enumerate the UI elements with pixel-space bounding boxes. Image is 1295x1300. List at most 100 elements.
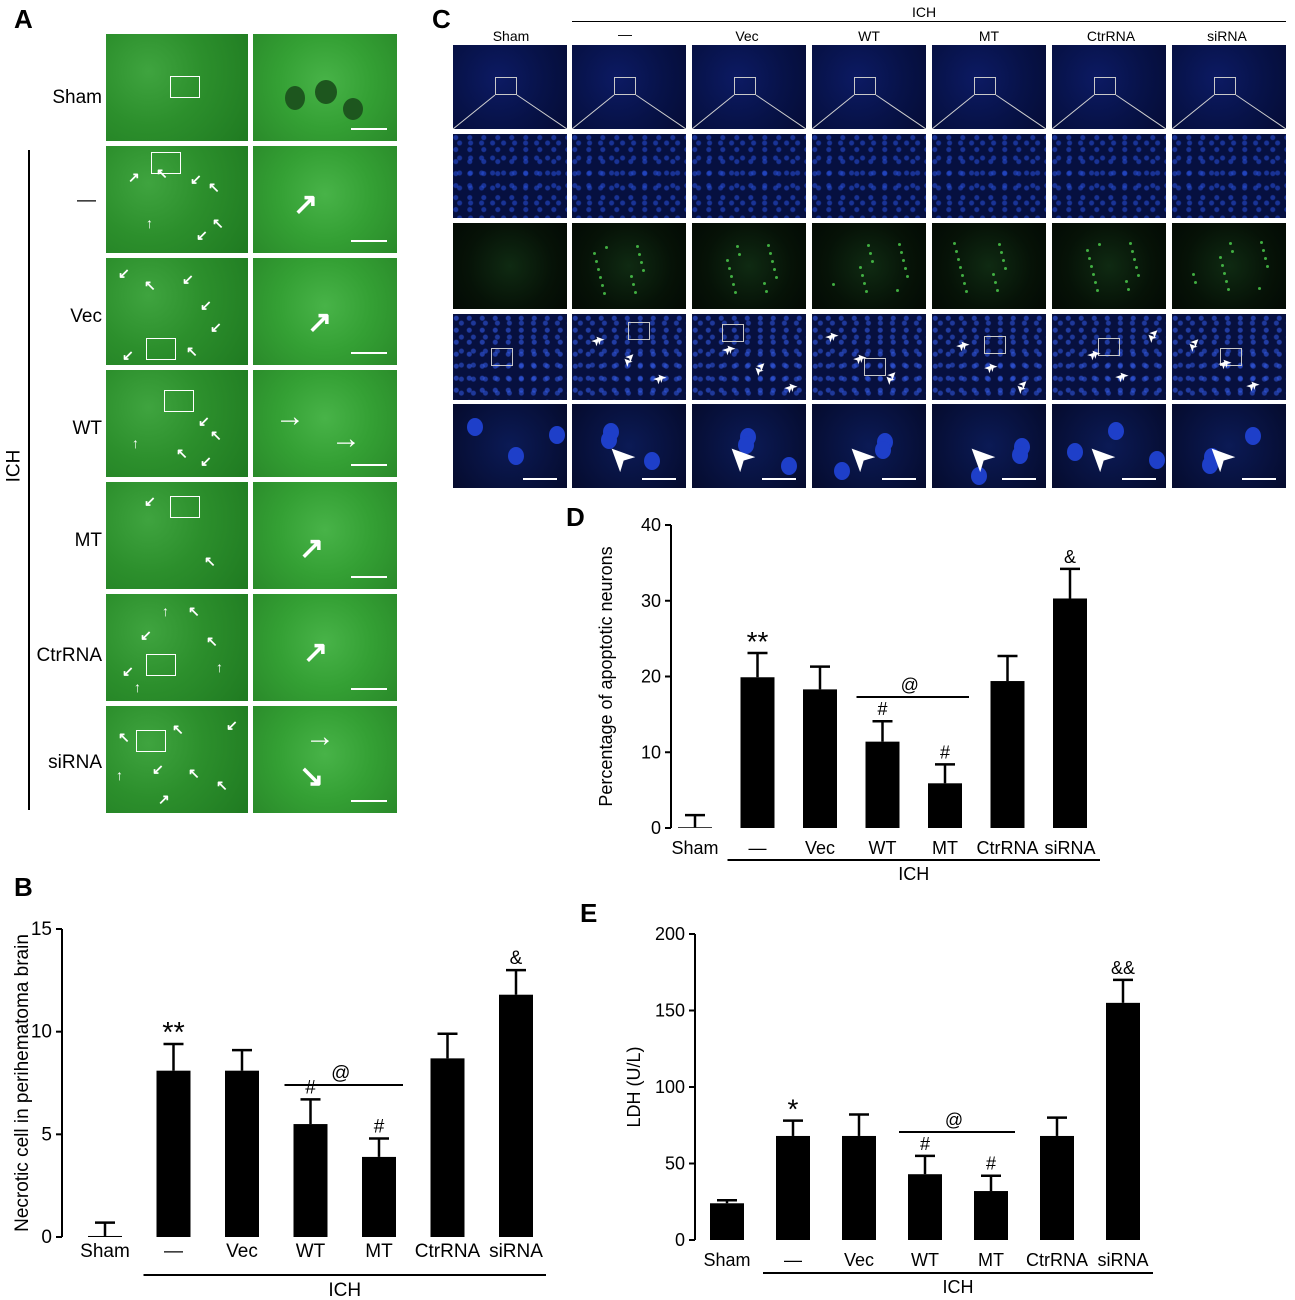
y-tick-label: 20 — [641, 667, 661, 687]
tile-merge-zoom-col7: ➤ — [1172, 404, 1286, 488]
chart-d-apoptotic-neurons: 0 10 20 30 40 Percentage of apoptotic neurons… — [596, 515, 1100, 884]
bar-5 — [430, 1058, 465, 1237]
row-label-sham: Sham — [52, 87, 102, 108]
x-tick-label: Sham — [703, 1250, 750, 1270]
ich-bracket-a — [28, 150, 30, 810]
bar-5 — [1040, 1135, 1074, 1240]
x-tick-label: CtrRNA — [1026, 1250, 1088, 1270]
significance-mark: & — [1064, 547, 1076, 567]
bar-1 — [156, 1070, 191, 1237]
significance-mark: ** — [747, 626, 769, 657]
micrograph-mt-zoom: ↗ — [253, 482, 397, 589]
ich-group-label: ICH — [328, 1280, 361, 1300]
tile-dapi-col2 — [572, 134, 686, 218]
tile-tunel-col5 — [932, 223, 1046, 309]
micrograph-sham-zoom — [253, 34, 397, 141]
ich-group-label: ICH — [898, 864, 929, 884]
tile-tunel-col2 — [572, 223, 686, 309]
x-tick-label: siRNA — [1097, 1250, 1148, 1270]
tile-tunel-col6 — [1052, 223, 1166, 309]
tile-merge-col2: ➤ ➤ ➤ ➤ ➤ ➤ — [572, 314, 686, 400]
tile-dapi-overview-col4 — [812, 45, 926, 129]
x-tick-label: CtrRNA — [415, 1241, 481, 1262]
micrograph-ctrrna-zoom: ↗ — [253, 594, 397, 701]
y-tick-label: 15 — [31, 919, 52, 940]
tile-merge-zoom-col3: ➤ — [692, 404, 806, 488]
tile-tunel-col1 — [453, 223, 567, 309]
significance-mark: ** — [162, 1017, 185, 1049]
tile-tunel-col3 — [692, 223, 806, 309]
col-head-sirna: siRNA — [1207, 28, 1247, 44]
y-axis-label: LDH (U/L) — [624, 1046, 644, 1127]
col-head-ctrrna: CtrRNA — [1086, 28, 1136, 44]
ich-label-a: ICH — [3, 449, 25, 483]
x-tick-label: Vec — [805, 838, 835, 858]
panel-label-a: A — [14, 4, 33, 34]
panel-label-c: C — [432, 4, 451, 34]
bar-6 — [499, 994, 533, 1237]
c-row-label-dapi-overview: DAPI — [412, 82, 445, 98]
bar-2 — [225, 1070, 259, 1237]
tile-dapi-overview-col3 — [692, 45, 806, 129]
x-tick-label: WT — [869, 838, 897, 858]
c-row-label-merge-zoom: Merge — [404, 443, 444, 459]
bar-3 — [293, 1124, 328, 1237]
significance-mark: # — [374, 1116, 385, 1137]
y-axis-label: Necrotic cell in perihematoma brain — [12, 934, 33, 1232]
micrograph-mt-overview: ↙ ↖ — [106, 482, 248, 589]
y-tick-label: 10 — [31, 1022, 52, 1043]
y-tick-label: 10 — [641, 742, 661, 762]
x-tick-label: — — [164, 1241, 183, 1262]
bar-0 — [678, 827, 712, 828]
tile-dapi-col7 — [1172, 134, 1286, 218]
x-tick-label: MT — [365, 1241, 393, 1262]
tile-merge-col6: ➤ ➤ ➤ ➤ ➤ ➤ — [1052, 314, 1166, 400]
panel-label-e: E — [580, 898, 598, 928]
bar-2 — [842, 1135, 876, 1240]
tile-dapi-col1 — [453, 134, 567, 218]
significance-mark: && — [1111, 958, 1135, 978]
bar-4 — [974, 1191, 1008, 1240]
row-label-sirna: siRNA — [48, 752, 102, 773]
y-tick-label: 40 — [641, 515, 661, 535]
tile-merge-col4: ➤ ➤ ➤ ➤ ➤ ➤ — [812, 314, 926, 400]
tile-dapi-col6 — [1052, 134, 1166, 218]
tile-merge-col1 — [453, 314, 567, 400]
tile-tunel-col4 — [812, 223, 926, 309]
micrograph-sirna-overview: ↖ ↖ ↙ ↙ ↖ ↑ ↖ ↗ — [106, 706, 248, 813]
significance-mark: & — [510, 948, 523, 969]
y-axis-label: Percentage of apoptotic neurons — [596, 546, 616, 806]
y-tick-label: 30 — [641, 591, 661, 611]
x-tick-label: WT — [296, 1241, 326, 1262]
row-label-ctrrna: CtrRNA — [36, 645, 102, 666]
tile-merge-zoom-col2: ➤ — [572, 404, 686, 488]
bar-6 — [1106, 1002, 1140, 1240]
bar-6 — [1053, 598, 1087, 828]
micrograph-ctrrna-overview: ↑ ↖ ↙ ↖ ↙ ↑ ↑ — [106, 594, 248, 701]
y-tick-label: 0 — [675, 1230, 685, 1250]
y-tick-label: 100 — [655, 1077, 685, 1097]
col-head-sham: Sham — [492, 28, 530, 44]
tile-dapi-overview-col7 — [1172, 45, 1286, 129]
tile-merge-col5: ➤ ➤ ➤ ➤ ➤ ➤ — [932, 314, 1046, 400]
micrograph-sirna-zoom: → ↘ — [253, 706, 397, 813]
tile-merge-zoom-col1 — [453, 404, 567, 488]
bar-0 — [88, 1235, 122, 1237]
y-tick-label: 0 — [41, 1227, 52, 1248]
significance-mark: * — [788, 1094, 799, 1125]
tile-merge-zoom-col5: ➤ — [932, 404, 1046, 488]
panel-label-d: D — [566, 502, 585, 532]
x-tick-label: CtrRNA — [977, 838, 1039, 858]
tile-dapi-col3 — [692, 134, 806, 218]
x-tick-label: Vec — [844, 1250, 874, 1270]
tile-merge-zoom-col6: ➤ — [1052, 404, 1166, 488]
row-label-wt: WT — [72, 418, 102, 439]
ich-label-c: ICH — [912, 4, 937, 20]
significance-mark: # — [305, 1077, 316, 1098]
c-row-label-dapi: DAPI — [412, 171, 445, 187]
chart-e-ldh: 0 50 100 150 200 LDH (U/L) Sham — * Vec WT # MT # CtrR… — [624, 924, 1153, 1297]
y-tick-label: 0 — [651, 818, 661, 838]
tile-dapi-overview-col1 — [453, 45, 567, 129]
bar-1 — [776, 1135, 810, 1240]
